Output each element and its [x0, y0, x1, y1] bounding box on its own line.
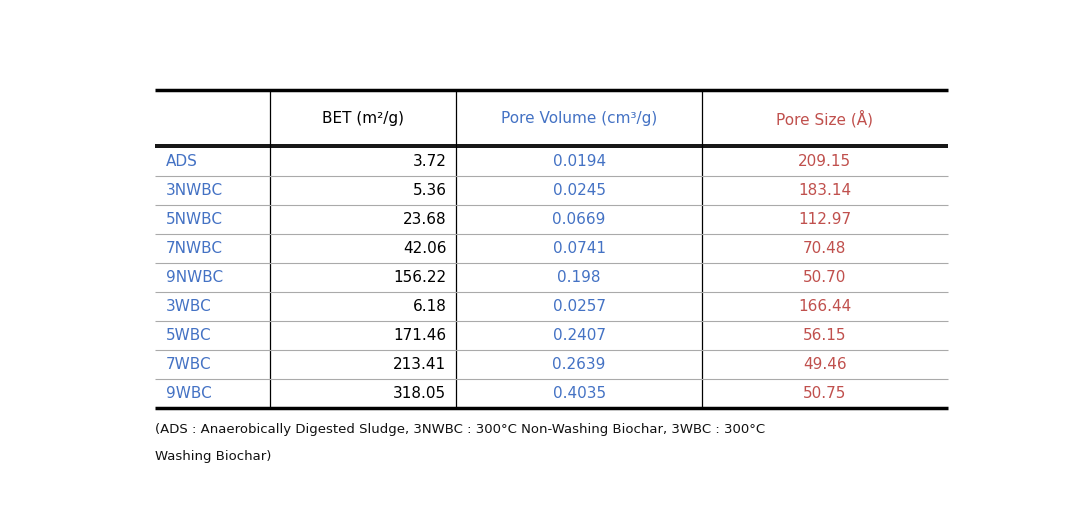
Text: 0.2639: 0.2639 [552, 358, 606, 373]
Text: 0.0257: 0.0257 [553, 299, 606, 314]
Text: 0.0245: 0.0245 [553, 183, 606, 198]
Text: Pore Size (Å): Pore Size (Å) [776, 110, 874, 127]
Text: BET (m²/g): BET (m²/g) [323, 111, 405, 126]
Text: 3.72: 3.72 [412, 154, 447, 169]
Text: 42.06: 42.06 [402, 241, 447, 256]
Text: 213.41: 213.41 [393, 358, 447, 373]
Text: 49.46: 49.46 [803, 358, 847, 373]
Text: 112.97: 112.97 [798, 213, 851, 228]
Text: 171.46: 171.46 [393, 328, 447, 343]
Text: 3NWBC: 3NWBC [166, 183, 224, 198]
Text: 70.48: 70.48 [803, 241, 847, 256]
Text: 209.15: 209.15 [798, 154, 851, 169]
Text: 3WBC: 3WBC [166, 299, 212, 314]
Text: 183.14: 183.14 [798, 183, 851, 198]
Text: 7WBC: 7WBC [166, 358, 212, 373]
Text: 156.22: 156.22 [393, 270, 447, 285]
Text: 23.68: 23.68 [402, 213, 447, 228]
Text: 0.4035: 0.4035 [553, 386, 606, 401]
Text: Washing Biochar): Washing Biochar) [155, 450, 272, 463]
Text: 0.2407: 0.2407 [553, 328, 606, 343]
Text: 9NWBC: 9NWBC [166, 270, 224, 285]
Text: 7NWBC: 7NWBC [166, 241, 223, 256]
Text: 0.198: 0.198 [557, 270, 600, 285]
Text: 5NWBC: 5NWBC [166, 213, 223, 228]
Text: 50.75: 50.75 [803, 386, 847, 401]
Text: 0.0741: 0.0741 [553, 241, 606, 256]
Text: 5.36: 5.36 [412, 183, 447, 198]
Text: (ADS : Anaerobically Digested Sludge, 3NWBC : 300°C Non-Washing Biochar, 3WBC : : (ADS : Anaerobically Digested Sludge, 3N… [155, 424, 765, 437]
Text: 56.15: 56.15 [803, 328, 847, 343]
Text: 5WBC: 5WBC [166, 328, 212, 343]
Text: 6.18: 6.18 [412, 299, 447, 314]
Text: ADS: ADS [166, 154, 198, 169]
Text: 9WBC: 9WBC [166, 386, 212, 401]
Text: 318.05: 318.05 [393, 386, 447, 401]
Text: 50.70: 50.70 [803, 270, 847, 285]
Text: 0.0669: 0.0669 [552, 213, 606, 228]
Text: 166.44: 166.44 [798, 299, 851, 314]
Text: Pore Volume (cm³/g): Pore Volume (cm³/g) [501, 111, 657, 126]
Text: 0.0194: 0.0194 [553, 154, 606, 169]
